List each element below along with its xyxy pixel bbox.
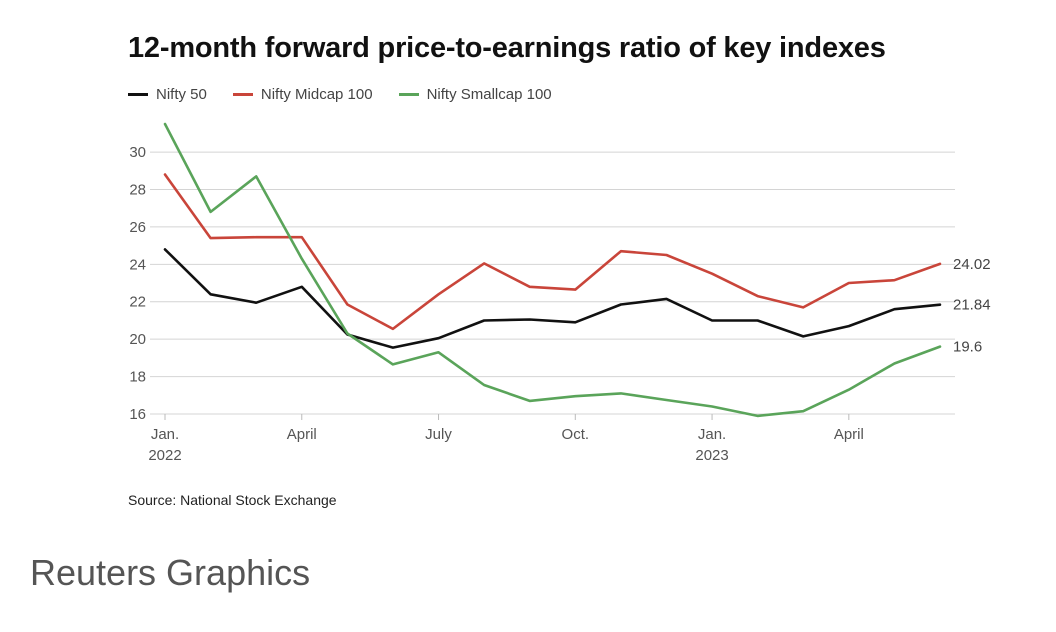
y-tick-label: 28 bbox=[129, 181, 146, 198]
legend-item-nifty-50: Nifty 50 bbox=[128, 86, 207, 103]
x-tick-label: Oct. bbox=[562, 426, 590, 443]
y-tick-label: 30 bbox=[129, 144, 146, 161]
series-line-nifty-50 bbox=[163, 248, 942, 349]
legend-item-nifty-smallcap-100: Nifty Smallcap 100 bbox=[398, 86, 552, 103]
brand-footer: Reuters Graphics bbox=[30, 552, 311, 593]
y-tick-label: 16 bbox=[129, 406, 146, 423]
end-label-nifty-midcap-100: 24.02 bbox=[953, 256, 991, 273]
x-tick-label: July bbox=[425, 426, 452, 443]
x-tick-label: April bbox=[287, 426, 317, 443]
y-tick-label: 18 bbox=[129, 369, 146, 386]
y-tick-label: 20 bbox=[129, 331, 146, 348]
source-note: Source: National Stock Exchange bbox=[128, 492, 337, 508]
x-tick-label: Jan. bbox=[698, 426, 726, 443]
y-tick-label: 22 bbox=[129, 294, 146, 311]
x-tick-sublabel: 2022 bbox=[148, 447, 181, 464]
end-label-nifty-50: 21.84 bbox=[953, 297, 991, 314]
series-line-nifty-smallcap-100 bbox=[163, 122, 942, 418]
legend-item-nifty-midcap-100: Nifty Midcap 100 bbox=[232, 86, 373, 103]
x-tick-label: Jan. bbox=[151, 426, 179, 443]
x-tick-label: April bbox=[834, 426, 864, 443]
series-line-nifty-midcap-100 bbox=[163, 173, 942, 331]
legend-label-nifty-midcap-100: Nifty Midcap 100 bbox=[260, 86, 373, 103]
legend-label-nifty-smallcap-100: Nifty Smallcap 100 bbox=[426, 86, 552, 103]
legend: Nifty 50 Nifty Midcap 100 Nifty Smallcap… bbox=[128, 86, 552, 103]
y-tick-label: 26 bbox=[129, 219, 146, 236]
x-tick-sublabel: 2023 bbox=[695, 447, 728, 464]
legend-swatch-nifty-50 bbox=[128, 93, 148, 96]
legend-label-nifty-50: Nifty 50 bbox=[156, 86, 207, 103]
legend-swatch-nifty-midcap-100 bbox=[232, 93, 253, 96]
y-tick-label: 24 bbox=[129, 256, 146, 273]
chart-title: 12-month forward price-to-earnings ratio… bbox=[128, 32, 886, 64]
legend-swatch-nifty-smallcap-100 bbox=[398, 93, 419, 96]
end-label-nifty-smallcap-100: 19.6 bbox=[953, 339, 982, 356]
